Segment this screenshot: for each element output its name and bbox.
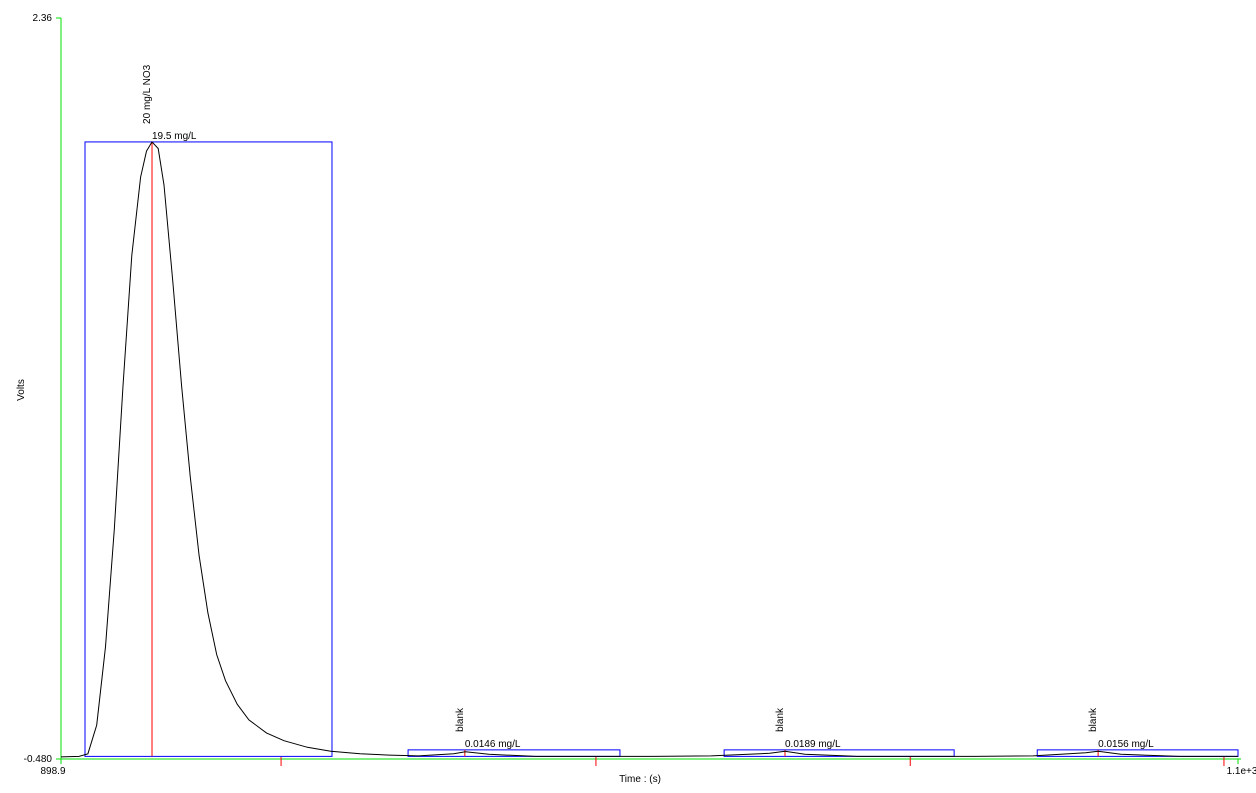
peak-result: 0.0156 mg/L [1098, 739, 1154, 750]
y-tick-label: 2.36 [33, 13, 53, 24]
peak-result: 19.5 mg/L [152, 131, 197, 142]
y-axis-title: Volts [16, 379, 27, 401]
peak-result: 0.0189 mg/L [785, 739, 841, 750]
x-tick-label: 1.1e+3 [1227, 766, 1256, 777]
peak-result: 0.0146 mg/L [465, 739, 521, 750]
x-tick-label: 898.9 [40, 766, 65, 777]
peak-label: blank [775, 707, 786, 732]
y-tick-label: -0.480 [24, 754, 53, 765]
peak-label: 20 mg/L NO3 [142, 64, 153, 124]
peak-window [84, 141, 333, 757]
x-axis-title: Time : (s) [619, 774, 661, 785]
peak-label: blank [1088, 707, 1099, 732]
peak-window [407, 749, 621, 757]
peak-window [723, 749, 955, 757]
peak-label: blank [455, 707, 466, 732]
signal-line [60, 141, 1238, 758]
peak-window [1036, 749, 1239, 757]
